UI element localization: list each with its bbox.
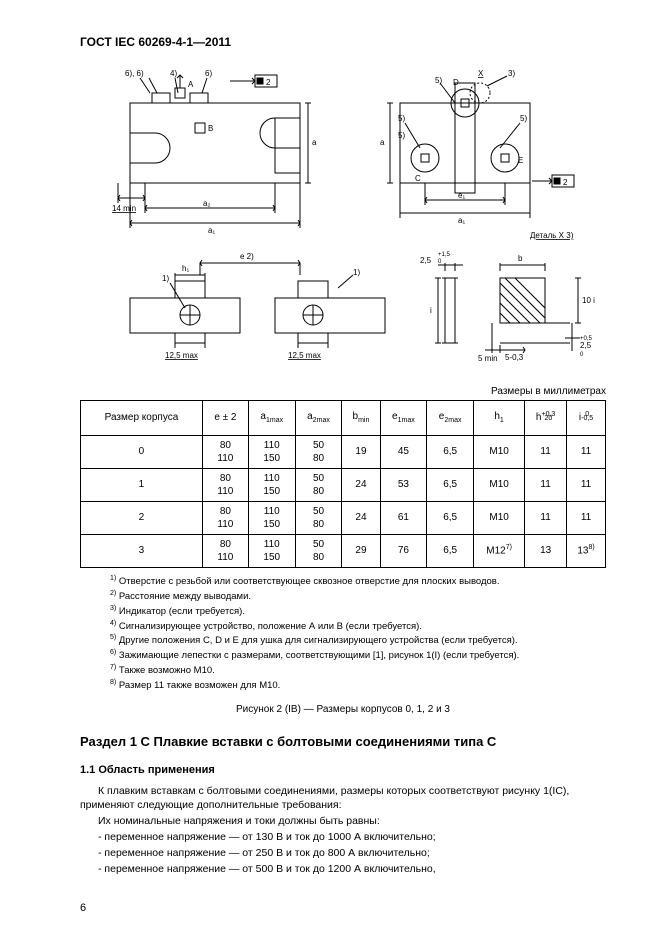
svg-text:h₁: h₁ — [182, 264, 189, 273]
svg-text:2,5: 2,5 — [580, 341, 592, 350]
svg-text:E: E — [518, 156, 523, 165]
svg-text:2,5: 2,5 — [420, 256, 432, 265]
dimensions-table: Размер корпуса e ± 2 a1max a2max bmin e1… — [80, 400, 606, 568]
th-size: Размер корпуса — [81, 400, 203, 435]
note-line: 8) Размер 11 также возможен для M10. — [110, 678, 606, 693]
table-notes: 1) Отверстие с резьбой или соответствующ… — [110, 574, 606, 694]
svg-text:D: D — [453, 78, 459, 87]
svg-text:e 2): e 2) — [240, 252, 254, 261]
svg-text:5-0,3: 5-0,3 — [505, 353, 524, 362]
table-row: 180110110150508024536,5M101111 — [81, 468, 606, 501]
svg-text:12,5 max: 12,5 max — [165, 351, 198, 360]
note-line: 7) Также возможно M10. — [110, 663, 606, 678]
note-line: 4) Сигнализирующее устройство, положение… — [110, 619, 606, 634]
svg-text:a: a — [380, 138, 385, 147]
svg-text:3): 3) — [508, 69, 515, 78]
svg-text:+0,5: +0,5 — [580, 336, 593, 342]
note-line: 5) Другие положения C, D и E для ушка дл… — [110, 633, 606, 648]
svg-text:5): 5) — [435, 76, 442, 85]
svg-text:5): 5) — [398, 114, 405, 123]
th-a2max: a2max — [295, 400, 342, 435]
doc-header: ГОСТ IEC 60269-4-1—2011 — [80, 35, 606, 51]
svg-text:2: 2 — [563, 178, 568, 187]
svg-text:e₁: e₁ — [458, 191, 465, 200]
th-e: e ± 2 — [202, 400, 248, 435]
svg-text:1): 1) — [162, 274, 169, 283]
svg-text:a: a — [312, 138, 317, 147]
body-text: К плавким вставкам с болтовыми соединени… — [80, 784, 606, 877]
th-e2max: e2max — [427, 400, 474, 435]
page-number: 6 — [80, 901, 86, 915]
svg-text:5 min: 5 min — [478, 354, 498, 363]
table-row: 380110110150508029766,5M127)13138) — [81, 534, 606, 567]
svg-text:6): 6) — [205, 69, 212, 78]
svg-text:2: 2 — [266, 78, 271, 87]
svg-text:1): 1) — [353, 268, 360, 277]
figure-caption: Рисунок 2 (IB) — Размеры корпусов 0, 1, … — [80, 703, 606, 716]
svg-text:0: 0 — [438, 259, 442, 265]
svg-text:C: C — [415, 174, 421, 183]
svg-text:a₁: a₁ — [458, 216, 465, 225]
svg-text:a₁: a₁ — [208, 226, 215, 235]
th-h20: h+0,320 — [525, 400, 567, 435]
section-title: Раздел 1 С Плавкие вставки с болтовыми с… — [80, 734, 606, 751]
subsection-title: 1.1 Область применения — [80, 763, 606, 777]
svg-text:12,5 max: 12,5 max — [288, 351, 321, 360]
th-a1max: a1max — [248, 400, 295, 435]
note-line: 1) Отверстие с резьбой или соответствующ… — [110, 574, 606, 589]
svg-text:0: 0 — [580, 352, 584, 358]
units-label: Размеры в миллиметрах — [80, 385, 606, 398]
technical-diagram: A B 2 6), 6) 4) 6) — [80, 63, 606, 381]
note-line: 6) Зажимающие лепестки с размерами, соот… — [110, 648, 606, 663]
svg-text:B: B — [208, 124, 213, 133]
svg-text:10 i: 10 i — [582, 296, 595, 305]
th-h1: h1 — [474, 400, 525, 435]
table-row: 080110110150508019456,5M101111 — [81, 435, 606, 468]
svg-text:6), 6): 6), 6) — [125, 69, 144, 78]
note-line: 2) Расстояние между выводами. — [110, 589, 606, 604]
th-bmin: bmin — [342, 400, 380, 435]
svg-text:a₂: a₂ — [203, 199, 211, 208]
svg-text:14 min: 14 min — [112, 204, 136, 213]
svg-text:i: i — [430, 306, 432, 315]
svg-text:X: X — [478, 69, 484, 78]
table-row: 280110110150508024616,5M101111 — [81, 501, 606, 534]
svg-text:A: A — [188, 80, 194, 89]
svg-text:Деталь X 3): Деталь X 3) — [530, 231, 574, 240]
svg-text:5): 5) — [398, 131, 405, 140]
svg-text:4): 4) — [170, 69, 177, 78]
th-i: i0-0,5 — [567, 400, 606, 435]
note-line: 3) Индикатор (если требуется). — [110, 604, 606, 619]
svg-text:+1,5: +1,5 — [438, 252, 451, 258]
svg-text:b: b — [518, 254, 523, 263]
th-e1max: e1max — [380, 400, 427, 435]
svg-text:5): 5) — [520, 114, 527, 123]
